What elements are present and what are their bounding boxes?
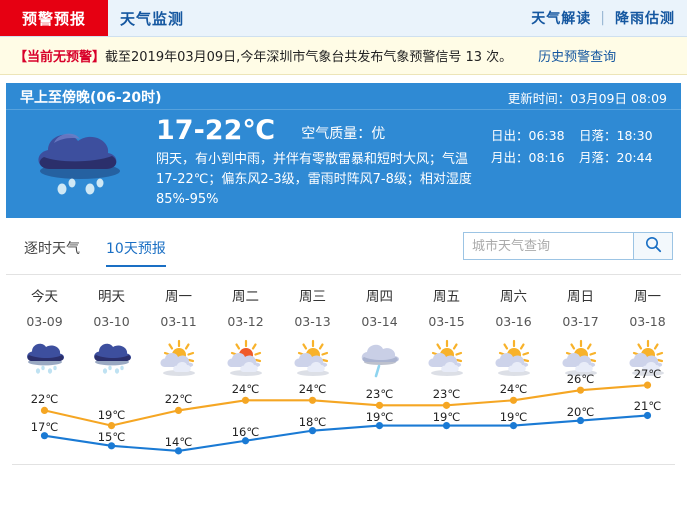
forecast-date-label: 03-16 (495, 314, 532, 329)
forecast-day-column[interactable]: 周日 03-17 (547, 275, 614, 383)
panel-header: 早上至傍晚(06-20时) 更新时间：03月09日 08:09 (6, 83, 681, 110)
high-temp-label: 19℃ (97, 407, 126, 422)
low-temp-label: 15℃ (97, 429, 126, 444)
ten-day-forecast: 今天 03-09 明天 03-10 周一 03-11 (6, 275, 681, 465)
search-input[interactable] (463, 232, 633, 260)
panel-update-time: 更新时间：03月09日 08:09 (507, 91, 667, 106)
weather-description: 阴天，有小到中雨，并伴有零散雷暴和短时大风；气温17-22℃；偏东风2-3级，雷… (156, 152, 472, 207)
low-temp-label: 14℃ (164, 434, 193, 449)
panel-period-label: 早上至傍晚(06-20时) (20, 90, 162, 106)
nav-right-links: 天气解读 | 降雨估测 (531, 0, 675, 36)
low-temp-label: 21℃ (633, 399, 662, 414)
alert-history-link[interactable]: 历史预警查询 (538, 50, 617, 65)
high-temp-label: 27℃ (633, 367, 662, 382)
panel-main-info: 17-22℃ 空气质量：优 阴天，有小到中雨，并伴有零散雷暴和短时大风；气温17… (156, 115, 481, 210)
sun-moon-times: 日出：06:38 日落：18:30 月出：08:16 月落：20:44 (491, 125, 667, 169)
moon-times-row: 月出：08:16 月落：20:44 (491, 147, 667, 169)
forecast-day-column[interactable]: 周二 03-12 (212, 275, 279, 383)
sun-behind-cloud-icon (279, 335, 346, 383)
sun-behind-cloud-hot-icon (212, 335, 279, 383)
high-temp-label: 23℃ (365, 387, 394, 402)
rain-icon (78, 335, 145, 383)
forecast-day-label: 周六 (500, 289, 527, 305)
forecast-day-label: 周二 (232, 289, 259, 305)
sun-behind-cloud-icon (547, 335, 614, 383)
tab-divider (6, 274, 681, 275)
forecast-day-column[interactable]: 周六 03-16 (480, 275, 547, 383)
rain-icon (11, 335, 78, 383)
low-temp-label: 18℃ (298, 414, 327, 429)
forecast-day-column[interactable]: 周四 03-14 (346, 275, 413, 383)
low-temp-label: 19℃ (432, 409, 461, 424)
forecast-date-label: 03-09 (26, 314, 63, 329)
high-temp-label: 24℃ (231, 382, 260, 397)
top-navigation: 预警预报 天气监测 天气解读 | 降雨估测 (0, 0, 687, 37)
sun-behind-cloud-icon (614, 335, 681, 383)
high-temp-label: 22℃ (30, 392, 59, 407)
forecast-day-label: 周三 (299, 289, 326, 305)
nav-tab-weather-monitor[interactable]: 天气监测 (120, 9, 185, 28)
sunset-label: 日落：18:30 (579, 128, 653, 143)
forecast-bottom-divider (12, 464, 675, 465)
rain-cloud-icon (24, 119, 134, 204)
forecast-day-label: 周一 (165, 289, 192, 305)
search-button[interactable] (633, 232, 673, 260)
forecast-day-label: 周五 (433, 289, 460, 305)
sun-behind-cloud-icon (145, 335, 212, 383)
low-temp-label: 19℃ (499, 409, 528, 424)
sun-behind-cloud-icon (413, 335, 480, 383)
tab-hourly-weather[interactable]: 逐时天气 (24, 241, 80, 257)
nav-tab-alert-forecast[interactable]: 预警预报 (0, 0, 108, 36)
forecast-day-column[interactable]: 明天 03-10 (78, 275, 145, 383)
forecast-day-label: 明天 (98, 289, 125, 305)
nav-link-rainfall-estimate[interactable]: 降雨估测 (615, 11, 675, 27)
high-temp-label: 22℃ (164, 392, 193, 407)
forecast-day-column[interactable]: 周一 03-11 (145, 275, 212, 383)
current-weather-panel: 早上至傍晚(06-20时) 更新时间：03月09日 08:09 17-22℃ 空… (6, 83, 681, 218)
low-temp-label: 17℃ (30, 419, 59, 434)
alert-summary-text: 截至2019年03月09日,今年深圳市气象台共发布气象预警信号 13 次。 (105, 50, 513, 65)
forecast-day-label: 今天 (31, 289, 58, 305)
search-icon (645, 236, 662, 257)
alert-banner: 【当前无预警】 截至2019年03月09日,今年深圳市气象台共发布气象预警信号 … (0, 37, 687, 75)
forecast-day-label: 周一 (634, 289, 661, 305)
high-temp-label: 26℃ (566, 372, 595, 387)
forecast-date-label: 03-14 (361, 314, 398, 329)
moonset-label: 月落：20:44 (579, 150, 653, 165)
low-temp-label: 16℃ (231, 424, 260, 439)
alert-status-tag: 【当前无预警】 (14, 50, 106, 65)
low-temp-label: 20℃ (566, 404, 595, 419)
forecast-date-label: 03-18 (629, 314, 666, 329)
forecast-date-label: 03-13 (294, 314, 331, 329)
tab-ten-day-forecast[interactable]: 10天预报 (106, 238, 166, 267)
forecast-date-label: 03-11 (160, 314, 197, 329)
current-temperature: 17-22℃ (156, 115, 276, 146)
sun-behind-cloud-icon (480, 335, 547, 383)
moonrise-label: 月出：08:16 (491, 150, 565, 165)
forecast-day-column[interactable]: 周三 03-13 (279, 275, 346, 383)
forecast-date-label: 03-17 (562, 314, 599, 329)
high-temp-label: 24℃ (298, 382, 327, 397)
forecast-date-label: 03-10 (93, 314, 130, 329)
forecast-day-column[interactable]: 周一 03-18 (614, 275, 681, 383)
cloud-drizzle-icon (346, 335, 413, 383)
forecast-date-label: 03-15 (428, 314, 465, 329)
forecast-day-label: 周四 (366, 289, 393, 305)
air-quality-label: 空气质量：优 (301, 126, 386, 142)
forecast-date-label: 03-12 (227, 314, 264, 329)
city-search (463, 232, 673, 260)
forecast-day-column[interactable]: 今天 03-09 (11, 275, 78, 383)
low-temp-label: 19℃ (365, 409, 394, 424)
nav-link-weather-interpretation[interactable]: 天气解读 (531, 11, 592, 27)
high-temp-label: 24℃ (499, 382, 528, 397)
forecast-tabbar: 逐时天气 10天预报 (6, 230, 681, 274)
sunrise-label: 日出：06:38 (491, 128, 565, 143)
high-temp-label: 23℃ (432, 387, 461, 402)
sun-times-row: 日出：06:38 日落：18:30 (491, 125, 667, 147)
nav-link-separator: | (600, 10, 606, 26)
forecast-day-label: 周日 (567, 289, 594, 305)
forecast-day-column[interactable]: 周五 03-15 (413, 275, 480, 383)
